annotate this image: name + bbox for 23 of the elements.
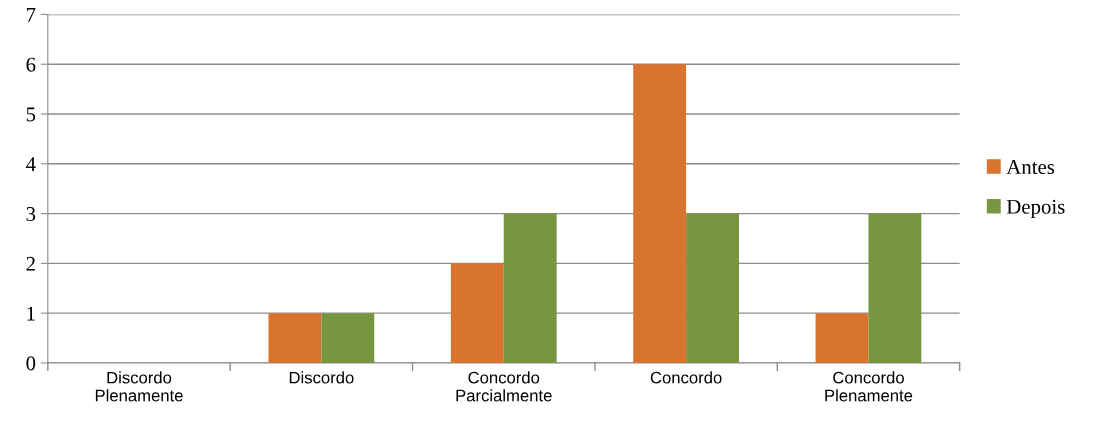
bar: [321, 313, 375, 363]
bar: [686, 213, 739, 363]
y-tick-label: 1: [27, 306, 35, 321]
y-tick-label: 3: [26, 207, 36, 222]
y-tick-label: 7: [26, 8, 36, 22]
bar: [268, 313, 322, 363]
x-tick-label: Concordo Parcialmente: [456, 371, 552, 402]
y-tick-label: 4: [26, 157, 36, 172]
y-tick-label: 0: [26, 356, 36, 371]
legend-label: Antes: [1006, 160, 1055, 175]
bar: [815, 313, 869, 363]
x-tick-label: Discordo Plenamente: [95, 371, 183, 402]
x-tick-label: Discordo: [289, 371, 354, 384]
bar: [868, 213, 922, 363]
bar: [450, 263, 504, 363]
bar: [503, 213, 557, 363]
y-tick-label: 6: [26, 57, 36, 72]
bar: [633, 64, 687, 363]
y-tick-label: 5: [26, 107, 36, 122]
x-tick-label: Concordo Plenamente: [825, 371, 913, 402]
legend-label: Depois: [1006, 199, 1065, 219]
y-tick-label: 2: [26, 256, 35, 271]
x-tick-label: Concordo: [650, 371, 722, 384]
